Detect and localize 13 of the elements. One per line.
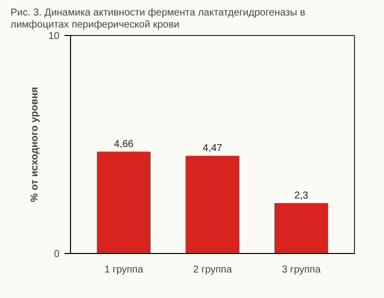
y-axis-title: % от исходного уровня <box>29 86 40 202</box>
y-tick-label: 0 <box>54 249 60 260</box>
bar <box>186 156 240 254</box>
bar <box>274 203 328 254</box>
data-label: 4,47 <box>202 143 223 154</box>
bar <box>96 152 151 254</box>
x-tick-label: 3 группа <box>282 264 322 276</box>
y-tick-label: 10 <box>48 31 60 42</box>
x-tick-label: 2 группа <box>193 264 232 276</box>
x-tick-label: 1 группа <box>104 264 144 276</box>
chart-title: Рис. 3. Динамика активности фермента лактатдегидрогеназы в лимфоцитах периферической крови <box>10 7 306 30</box>
data-label: 4,66 <box>114 138 134 150</box>
data-label: 2,3 <box>294 190 309 202</box>
